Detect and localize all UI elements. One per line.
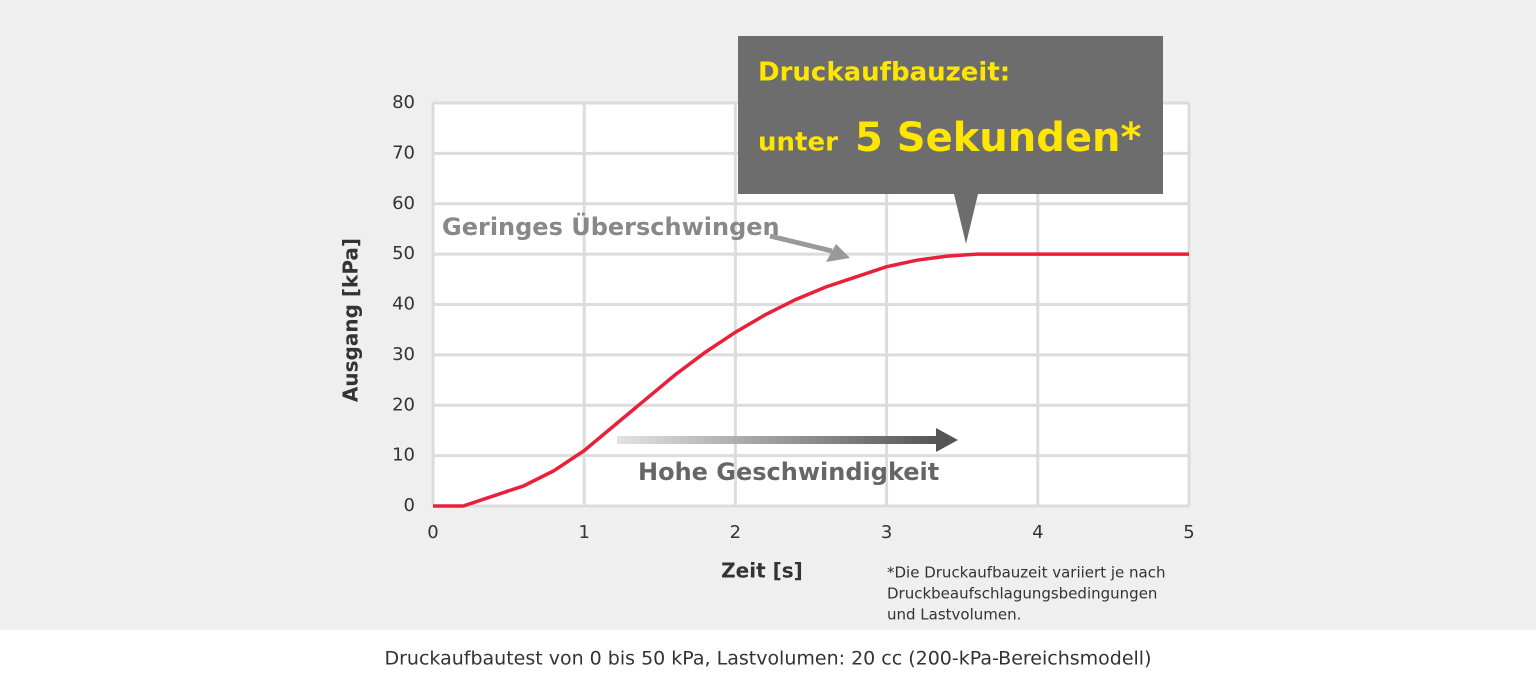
x-tick-label: 5: [1183, 522, 1194, 543]
y-tick-label: 0: [404, 495, 415, 516]
x-tick-label: 1: [578, 522, 589, 543]
callout-highlight: 5 Sekunden*: [855, 115, 1141, 161]
arrow-head: [936, 428, 958, 452]
x-tick-label: 3: [881, 522, 892, 543]
x-axis-label: Zeit [s]: [721, 559, 803, 583]
footnote: Druckbeaufschlagungsbedingungen: [887, 585, 1157, 603]
x-tick-label: 0: [427, 522, 438, 543]
y-tick-label: 70: [392, 142, 415, 163]
arrow: [617, 436, 937, 444]
y-tick-label: 10: [392, 445, 415, 466]
y-tick-label: 20: [392, 394, 415, 415]
speed-note: Hohe Geschwindigkeit: [638, 458, 939, 486]
x-tick-label: 2: [730, 522, 741, 543]
y-tick-label: 60: [392, 193, 415, 214]
arrow: [769, 233, 833, 254]
arrow-head: [826, 244, 850, 262]
y-tick-label: 30: [392, 344, 415, 365]
footnote: *Die Druckaufbauzeit variiert je nach: [887, 564, 1165, 582]
y-tick-label: 40: [392, 294, 415, 315]
callout: [738, 36, 1163, 244]
callout-title: Druckaufbauzeit:: [758, 58, 1010, 88]
y-tick-label: 50: [392, 243, 415, 264]
y-tick-label: 80: [392, 92, 415, 113]
caption: Druckaufbautest von 0 bis 50 kPa, Lastvo…: [384, 648, 1151, 670]
overshoot-note: Geringes Überschwingen: [442, 211, 780, 241]
line: [433, 252, 1189, 508]
footnote: und Lastvolumen.: [887, 606, 1021, 624]
x-tick-label: 4: [1032, 522, 1043, 543]
callout-prefix: unter: [758, 128, 838, 158]
y-axis-label: Ausgang [kPa]: [339, 238, 363, 402]
